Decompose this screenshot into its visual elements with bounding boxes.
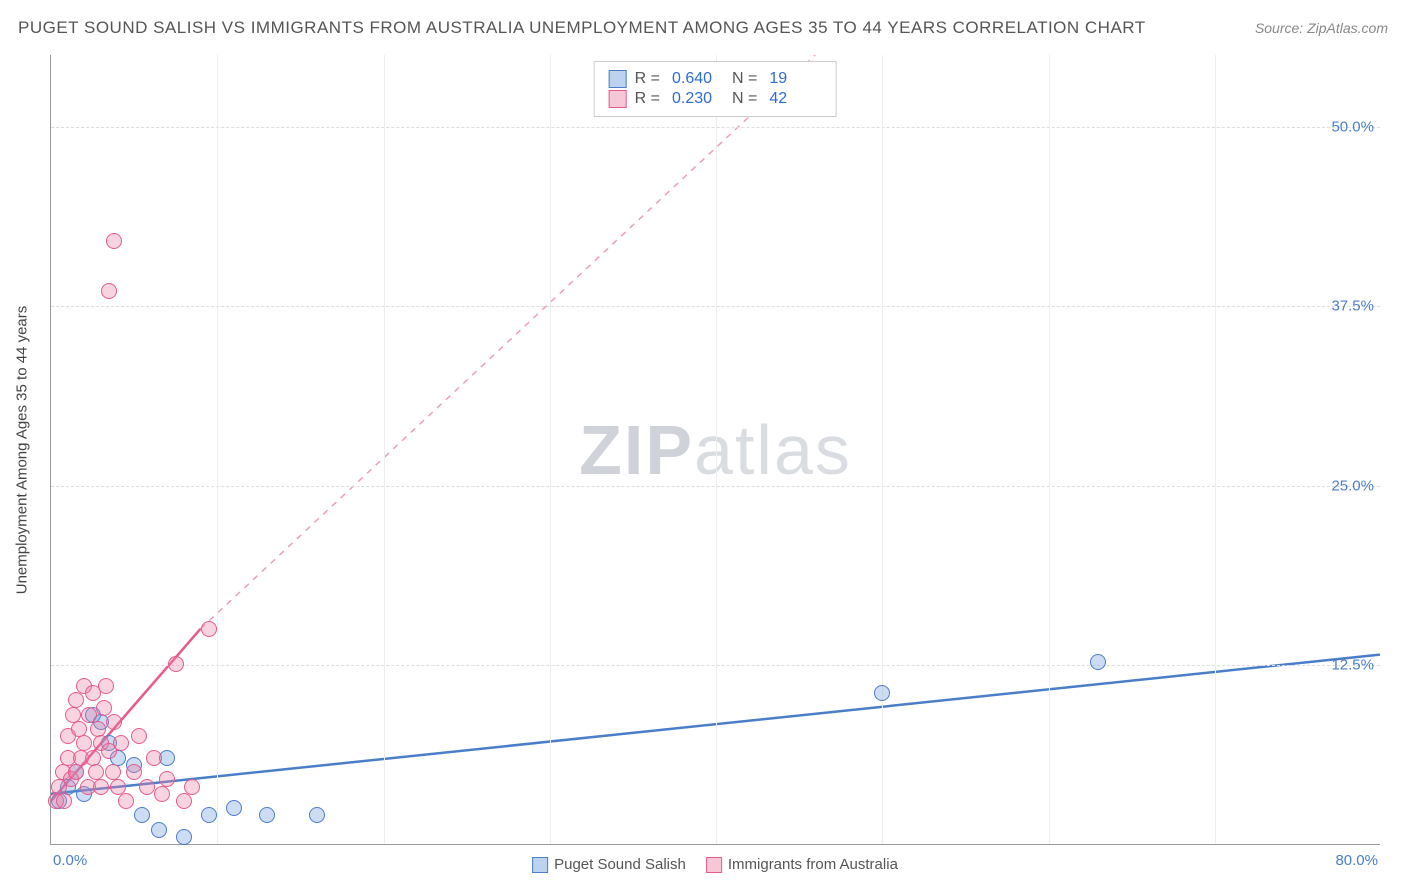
legend-swatch-icon <box>532 857 548 873</box>
data-point <box>106 714 122 730</box>
data-point <box>259 807 275 823</box>
data-point <box>176 793 192 809</box>
data-point <box>146 750 162 766</box>
data-point <box>184 779 200 795</box>
chart-title: PUGET SOUND SALISH VS IMMIGRANTS FROM AU… <box>18 18 1146 38</box>
gridline-v <box>1215 55 1216 844</box>
data-point <box>201 807 217 823</box>
y-tick-label: 25.0% <box>1331 477 1374 494</box>
x-tick-label: 80.0% <box>1335 852 1378 869</box>
data-point <box>106 233 122 249</box>
legend-r-label: R = <box>635 70 660 88</box>
data-point <box>93 779 109 795</box>
legend-n-label: N = <box>732 70 757 88</box>
data-point <box>139 779 155 795</box>
gridline-v <box>217 55 218 844</box>
legend-r-label: R = <box>635 90 660 108</box>
legend-r-value: 0.230 <box>672 90 724 108</box>
gridline-v <box>716 55 717 844</box>
data-point <box>68 692 84 708</box>
data-point <box>68 764 84 780</box>
series-legend: Puget Sound Salish Immigrants from Austr… <box>532 856 898 873</box>
y-tick-label: 12.5% <box>1331 657 1374 674</box>
legend-stats-row: R = 0.640 N = 19 <box>609 70 822 88</box>
data-point <box>101 283 117 299</box>
data-point <box>874 685 890 701</box>
gridline-v <box>550 55 551 844</box>
legend-stats-row: R = 0.230 N = 42 <box>609 90 822 108</box>
data-point <box>131 728 147 744</box>
data-point <box>96 700 112 716</box>
gridline-v <box>1049 55 1050 844</box>
data-point <box>98 678 114 694</box>
data-point <box>134 807 150 823</box>
legend-series-name: Immigrants from Australia <box>728 856 898 873</box>
data-point <box>154 786 170 802</box>
legend-n-label: N = <box>732 90 757 108</box>
data-point <box>85 750 101 766</box>
legend-r-value: 0.640 <box>672 70 724 88</box>
y-tick-label: 50.0% <box>1331 118 1374 135</box>
x-tick-label: 0.0% <box>53 852 87 869</box>
legend-swatch-icon <box>706 857 722 873</box>
gridline-v <box>384 55 385 844</box>
legend-swatch-icon <box>609 70 627 88</box>
legend-item: Puget Sound Salish <box>532 856 686 873</box>
y-tick-label: 37.5% <box>1331 298 1374 315</box>
plot-area: ZIPatlas 12.5%25.0%37.5%50.0%0.0%80.0% <box>50 55 1380 845</box>
data-point <box>113 735 129 751</box>
y-axis-label: Unemployment Among Ages 35 to 44 years <box>14 306 31 595</box>
data-point <box>201 621 217 637</box>
data-point <box>151 822 167 838</box>
stats-legend: R = 0.640 N = 19 R = 0.230 N = 42 <box>594 61 837 117</box>
data-point <box>168 656 184 672</box>
data-point <box>309 807 325 823</box>
data-point <box>226 800 242 816</box>
data-point <box>126 764 142 780</box>
data-point <box>159 771 175 787</box>
source-credit: Source: ZipAtlas.com <box>1255 20 1388 36</box>
data-point <box>176 829 192 845</box>
legend-swatch-icon <box>609 90 627 108</box>
legend-item: Immigrants from Australia <box>706 856 898 873</box>
gridline-v <box>882 55 883 844</box>
correlation-chart: ZIPatlas 12.5%25.0%37.5%50.0%0.0%80.0% U… <box>50 55 1380 845</box>
legend-n-value: 42 <box>769 90 821 108</box>
data-point <box>90 721 106 737</box>
data-point <box>1090 654 1106 670</box>
legend-n-value: 19 <box>769 70 821 88</box>
data-point <box>118 793 134 809</box>
data-point <box>56 793 72 809</box>
legend-series-name: Puget Sound Salish <box>554 856 686 873</box>
